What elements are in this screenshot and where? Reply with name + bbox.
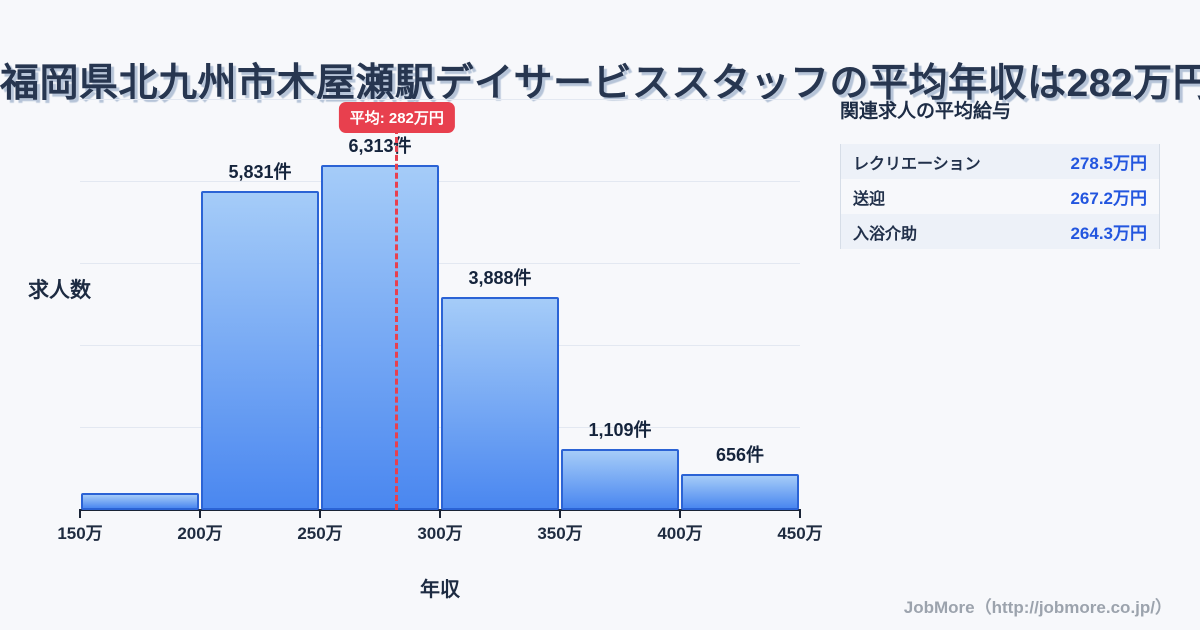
x-axis-tick: [679, 510, 681, 518]
bar-count-label: 3,888件: [468, 268, 532, 289]
x-axis-tick-label: 400万: [657, 524, 703, 543]
related-job-value: 264.3万円: [1070, 224, 1147, 243]
x-axis-tick: [319, 510, 321, 518]
x-axis-tick: [559, 510, 561, 518]
x-axis-tick-label: 250万: [297, 524, 343, 543]
bar-count-label: 6,313件: [348, 135, 412, 156]
related-job-label: 入浴介助: [853, 225, 918, 243]
histogram-bar: [561, 449, 679, 510]
x-axis-tick-label: 450万: [777, 524, 823, 543]
related-job-row: レクリエーション 278.5万円: [841, 144, 1159, 179]
related-jobs-table: レクリエーション 278.5万円送迎 267.2万円入浴介助 264.3万円: [840, 144, 1160, 249]
histogram-bar: [441, 297, 559, 510]
mean-line: [395, 128, 399, 510]
x-axis-tick-label: 300万: [417, 524, 463, 543]
x-axis-tick-label: 200万: [177, 524, 223, 543]
histogram-bar: [81, 493, 199, 510]
histogram-bar: [201, 191, 319, 510]
page-title: 福岡県北九州市木屋瀬駅デイサービススタッフの平均年収は282万円: [0, 62, 1200, 106]
x-axis-tick: [199, 510, 201, 518]
related-job-row: 入浴介助 264.3万円: [841, 214, 1159, 249]
related-job-label: レクリエーション: [853, 155, 981, 173]
histogram-bar: [321, 164, 439, 510]
gridline: [80, 263, 800, 264]
x-axis-tick: [439, 510, 441, 518]
bar-count-label: 656件: [715, 445, 765, 466]
x-axis-tick: [79, 510, 81, 518]
y-axis-label: 求人数: [28, 279, 91, 302]
histogram-plot-area: 平均: 282万円 5,831件 6,313件 3,888件 1,109件 656件 15…: [57, 99, 823, 543]
related-job-value: 267.2万円: [1070, 189, 1147, 208]
related-job-value: 278.5万円: [1070, 154, 1147, 173]
mean-badge: 平均: 282万円: [338, 102, 455, 133]
gridline: [80, 181, 800, 182]
x-axis-tick-label: 150万: [57, 524, 103, 543]
gridline: [80, 427, 800, 428]
bar-count-label: 1,109件: [588, 420, 652, 441]
related-job-label: 送迎: [853, 190, 886, 208]
x-axis-label: 年収: [420, 579, 460, 601]
related-jobs-panel-title: 関連求人の平均給与: [840, 101, 1012, 122]
related-job-row: 送迎 267.2万円: [841, 179, 1159, 214]
x-axis-tick: [799, 510, 801, 518]
histogram-bar: [681, 474, 799, 510]
bar-count-label: 5,831件: [228, 162, 292, 183]
gridline: [80, 99, 800, 100]
x-axis-tick-label: 350万: [537, 524, 583, 543]
footer-credit: JobMore（http://jobmore.co.jp/）: [903, 598, 1172, 617]
related-jobs-panel: 関連求人の平均給与 レクリエーション 278.5万円送迎 267.2万円入浴介助 26…: [840, 96, 1160, 249]
gridline: [80, 345, 800, 346]
